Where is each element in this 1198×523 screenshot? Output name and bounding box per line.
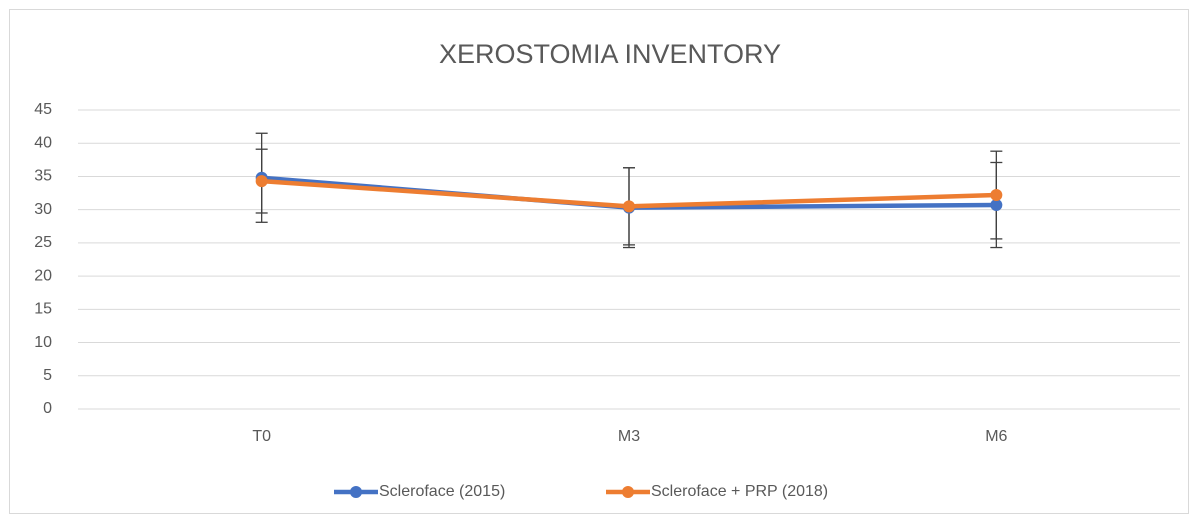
y-tick-label: 0 [43, 400, 52, 417]
chart-border [9, 9, 1189, 514]
point [990, 199, 1003, 212]
y-tick-label: 45 [34, 101, 52, 118]
y-tick-label: 25 [34, 234, 52, 251]
point [990, 189, 1003, 202]
y-tick-label: 5 [43, 367, 52, 384]
legend-marker [622, 486, 634, 498]
y-tick-label: 40 [34, 134, 52, 151]
chart-title: XEROSTOMIA INVENTORY [439, 39, 781, 69]
legend-label: Scleroface (2015) [379, 483, 505, 500]
y-tick-label: 35 [34, 168, 52, 185]
y-tick-label: 15 [34, 301, 52, 318]
x-tick-label: T0 [252, 428, 271, 445]
point [255, 175, 268, 188]
x-tick-label: M6 [985, 428, 1007, 445]
legend-label: Scleroface + PRP (2018) [651, 483, 828, 500]
x-tick-label: M3 [618, 428, 640, 445]
point [623, 200, 635, 213]
legend-marker [350, 486, 362, 498]
y-tick-label: 20 [34, 267, 52, 284]
y-tick-label: 30 [34, 201, 52, 218]
y-tick-label: 10 [34, 334, 52, 351]
